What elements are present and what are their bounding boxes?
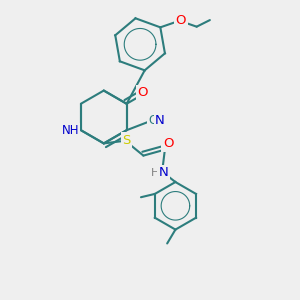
Text: O: O bbox=[163, 137, 173, 150]
Text: O: O bbox=[137, 86, 148, 99]
Text: H: H bbox=[151, 168, 159, 178]
Text: C: C bbox=[148, 114, 156, 127]
Text: NH: NH bbox=[61, 124, 79, 137]
Text: O: O bbox=[176, 14, 186, 27]
Text: S: S bbox=[122, 134, 131, 147]
Text: N: N bbox=[159, 166, 168, 179]
Text: N: N bbox=[155, 114, 165, 127]
